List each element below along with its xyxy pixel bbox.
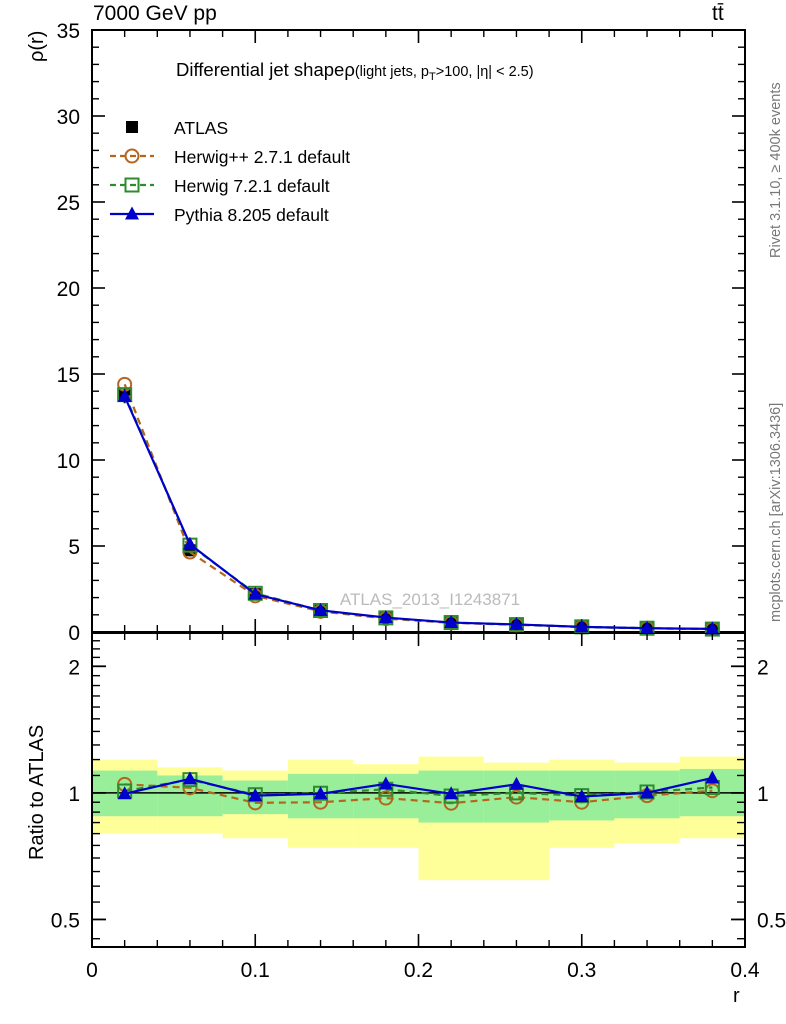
x-tick-label: 0.3 (567, 959, 596, 982)
series-line (123, 395, 713, 631)
ratio-series-line (124, 776, 713, 798)
header-process-label: tt̄ (712, 2, 724, 25)
x-tick-label: 0 (86, 959, 98, 982)
legend-item[interactable]: ATLAS (126, 118, 228, 138)
ratio-data-point (705, 770, 720, 784)
ratio-data-point (117, 786, 132, 800)
main-y-tick-label: 10 (57, 450, 80, 473)
legend-item[interactable]: Herwig 7.2.1 default (110, 176, 330, 196)
main-plot-svg: 0 5 10 15 20 25 30 35 ATLAS_2013_I1243871 ATLAS He… (57, 20, 746, 640)
legend-marker (124, 177, 140, 193)
series-pythia (117, 388, 720, 635)
data-point (640, 620, 655, 634)
main-y-tick-label: 0 (68, 622, 80, 640)
data-point (182, 536, 197, 550)
x-tick-label: 0.2 (404, 959, 433, 982)
ratio-series-line (124, 783, 713, 805)
ratio-series (117, 770, 720, 803)
main-panel-group: 0 5 10 15 20 25 30 35 ATLAS_2013_I1243871 ATLAS He… (57, 20, 746, 640)
data-point (248, 586, 263, 600)
ratio-plot-svg: 0.5 0.5 1 1 2 2 0 0.1 0.2 0.3 0.4 (51, 633, 786, 982)
data-point (313, 602, 328, 616)
ratio-data-point (574, 789, 589, 803)
ratio-y-ticks (92, 640, 745, 940)
plot-title-subscript: T (429, 71, 436, 84)
ratio-data-point (182, 771, 197, 785)
main-y-tick-label: 5 (68, 536, 80, 559)
ratio-y-tick-label-right: 2 (757, 656, 769, 679)
data-point (378, 610, 393, 624)
main-y-tick-label: 15 (57, 364, 80, 387)
ratio-data-point (248, 788, 263, 802)
main-y-tick-label: 30 (57, 106, 80, 129)
legend-item[interactable]: Pythia 8.205 default (110, 205, 329, 225)
legend-marker (126, 121, 138, 133)
data-point (705, 621, 720, 635)
ratio-data-point (640, 785, 655, 799)
plot-title-sub2: >100, |η| < 2.5) (435, 64, 534, 80)
ratio-panel-group: 0.5 0.5 1 1 2 2 0 0.1 0.2 0.3 0.4 (51, 633, 786, 982)
main-y-tick-label: 25 (57, 192, 80, 215)
data-point (574, 619, 589, 633)
ratio-y-tick-label-left: 1 (68, 783, 80, 806)
legend-marker (125, 206, 139, 220)
data-point (509, 616, 524, 630)
ratio-y-tick-label-right: 0.5 (757, 909, 786, 932)
legend-label: Herwig++ 2.7.1 default (174, 147, 350, 167)
ratio-data-point (509, 776, 524, 790)
ratio-data-point (313, 786, 328, 800)
plot-title: Differential jet shapeρ(light jets, pT>1… (176, 59, 534, 83)
ratio-y-tick-label-right: 1 (757, 783, 769, 806)
watermark: ATLAS_2013_I1243871 (340, 590, 520, 609)
plot-title-sub: (light jets, p (354, 64, 429, 80)
data-point (117, 388, 132, 402)
ratio-data-point (378, 790, 394, 806)
legend-label: Herwig 7.2.1 default (174, 176, 330, 196)
legend-marker (124, 148, 140, 164)
ratio-data-point (444, 786, 459, 800)
data-point (444, 615, 459, 629)
plot-title-main: Differential jet shapeρ (176, 59, 355, 80)
main-y-tick-label: 20 (57, 278, 80, 301)
x-tick-label: 0.1 (241, 959, 270, 982)
header-beam-label: 7000 GeV pp (93, 2, 217, 25)
x-tick-label: 0.4 (730, 959, 760, 982)
ratio-data-point (378, 776, 393, 790)
legend-label: ATLAS (174, 118, 228, 138)
main-y-tick-label: 35 (57, 20, 80, 43)
x-axis-label: r (733, 985, 740, 1007)
legend-label: Pythia 8.205 default (174, 205, 329, 225)
ratio-y-tick-label-left: 0.5 (51, 909, 80, 932)
ratio-y-tick-label-left: 2 (68, 656, 80, 679)
legend-item[interactable]: Herwig++ 2.7.1 default (110, 147, 350, 167)
